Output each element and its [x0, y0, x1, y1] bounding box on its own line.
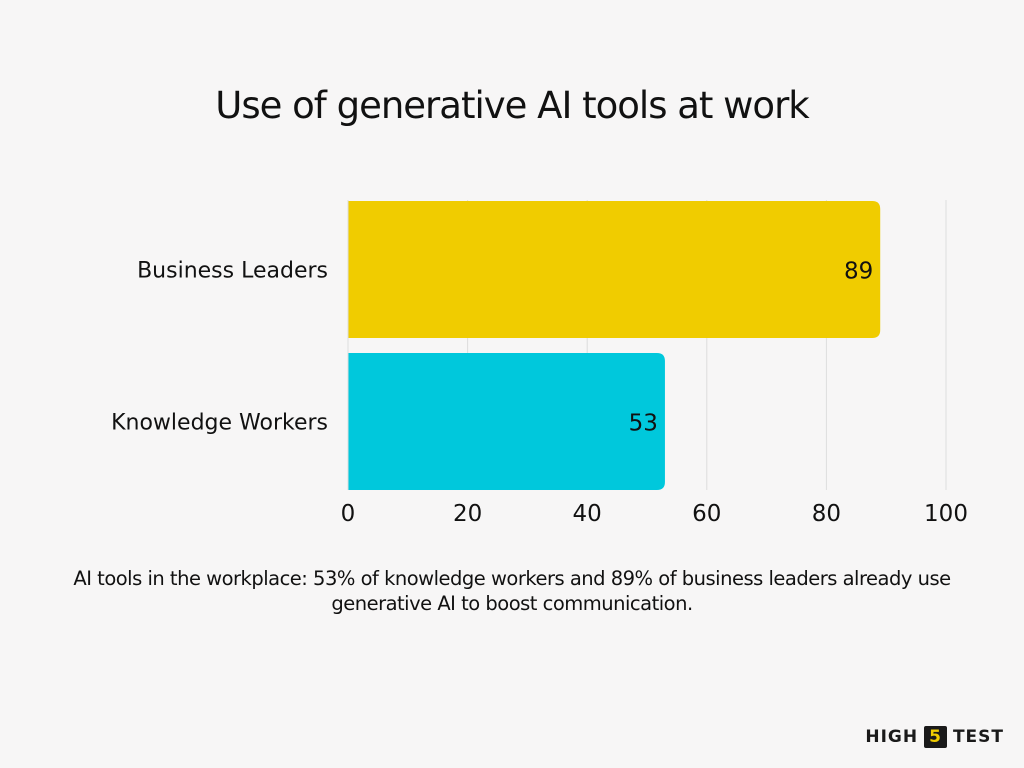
data-label-0: 89: [844, 259, 873, 285]
x-tick-label-3: 60: [692, 501, 721, 527]
x-tick-label-4: 80: [812, 501, 841, 527]
data-label-1: 53: [629, 411, 658, 437]
x-tick-label-1: 20: [453, 501, 482, 527]
x-tick-label-2: 40: [573, 501, 602, 527]
high5test-logo: HIGH 5 TEST: [865, 726, 1004, 748]
logo-badge: 5: [924, 726, 947, 748]
logo-text-left: HIGH: [865, 727, 919, 747]
bar-0: [348, 201, 881, 338]
category-label-0: Business Leaders: [137, 259, 328, 284]
bar-1: [348, 353, 665, 490]
x-tick-label-0: 0: [341, 501, 356, 527]
logo-text-right: TEST: [952, 727, 1004, 747]
x-tick-label-5: 100: [924, 501, 968, 527]
chart-caption: AI tools in the workplace: 53% of knowle…: [73, 567, 951, 615]
category-label-1: Knowledge Workers: [111, 411, 328, 436]
chart-title: Use of generative AI tools at work: [215, 84, 809, 127]
